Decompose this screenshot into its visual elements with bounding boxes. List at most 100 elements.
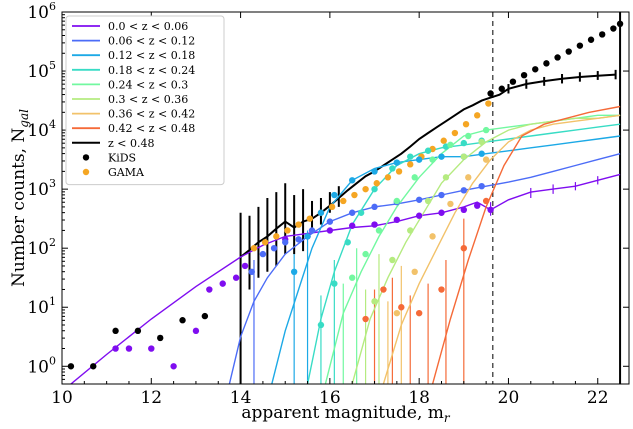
data-point: [440, 137, 447, 144]
data-point: [248, 268, 255, 276]
data-point: [90, 363, 97, 370]
legend-label: 0.24 < z < 0.3: [108, 78, 188, 91]
data-point: [284, 227, 291, 234]
data-point: [610, 25, 617, 32]
data-point: [295, 221, 302, 228]
data-point: [371, 185, 378, 193]
data-point: [393, 216, 401, 224]
y-tick-label: 106: [27, 0, 56, 23]
legend-label: KiDS: [108, 151, 136, 164]
data-point: [599, 31, 606, 38]
x-axis-label: apparent magnitude, mr: [241, 403, 451, 425]
data-point: [179, 317, 186, 324]
legend-label: 0.18 < z < 0.24: [108, 64, 195, 77]
data-point: [465, 132, 472, 140]
data-point: [447, 141, 454, 149]
data-point: [261, 239, 269, 246]
legend-label: GAMA: [108, 166, 145, 179]
data-point: [565, 48, 572, 55]
legend-label: 0.12 < z < 0.18: [108, 49, 195, 62]
x-tick-label: 20: [498, 388, 520, 408]
data-point: [344, 239, 351, 246]
data-point: [295, 236, 302, 243]
data-point: [371, 221, 378, 228]
y-axis-label: Number counts, Ngal: [9, 109, 31, 287]
data-point: [232, 274, 240, 281]
data-point: [485, 100, 492, 107]
data-point: [415, 196, 423, 203]
data-point: [170, 363, 177, 370]
data-point: [241, 262, 249, 270]
data-point: [460, 153, 468, 160]
data-point: [415, 212, 423, 219]
legend-label: 0.0 < z < 0.06: [108, 20, 188, 33]
data-point: [616, 20, 624, 28]
data-point: [157, 334, 164, 342]
y-tick-label: 104: [27, 118, 56, 141]
data-point: [112, 327, 119, 335]
data-point: [371, 168, 378, 175]
legend: 0.0 < z < 0.06 0.06 < z < 0.120.12 < z < …: [65, 15, 225, 186]
data-point: [328, 203, 336, 211]
data-point: [393, 159, 401, 166]
data-point: [543, 60, 550, 67]
data-point: [373, 180, 380, 187]
data-point: [375, 227, 383, 234]
data-point: [331, 280, 338, 287]
data-point: [357, 209, 365, 216]
legend-swatch-dot: [82, 168, 90, 176]
data-point: [438, 286, 445, 293]
data-point: [304, 233, 311, 240]
series-line: [239, 73, 616, 258]
data-point: [415, 156, 423, 163]
data-point: [67, 363, 75, 370]
x-tick-label: 12: [140, 388, 162, 408]
data-point: [348, 177, 356, 184]
data-point: [206, 286, 213, 293]
legend-label: z < 0.48: [108, 137, 155, 150]
legend-swatch-dot: [82, 154, 90, 161]
data-point: [362, 250, 369, 258]
data-point: [393, 197, 401, 205]
legend-label: 0.42 < z < 0.48: [108, 122, 195, 135]
data-point: [460, 187, 468, 194]
data-point: [482, 197, 490, 205]
data-point: [112, 345, 119, 352]
data-point: [317, 209, 325, 216]
series-line: [228, 153, 621, 384]
data-point: [326, 218, 334, 225]
data-point: [478, 150, 485, 157]
data-point: [532, 66, 539, 73]
data-point: [282, 239, 289, 246]
data-point: [438, 153, 445, 160]
data-point: [474, 112, 481, 119]
data-point: [415, 309, 423, 317]
data-point: [442, 174, 450, 181]
y-tick-label: 105: [27, 59, 56, 82]
data-point: [125, 345, 133, 352]
data-point: [219, 280, 226, 287]
data-point: [429, 233, 436, 240]
y-tick-label: 102: [27, 236, 56, 259]
data-point: [371, 298, 378, 305]
data-point: [362, 185, 369, 193]
data-point: [290, 268, 298, 276]
data-point: [326, 227, 334, 234]
data-point: [587, 36, 595, 43]
data-point: [398, 304, 405, 311]
data-point: [348, 274, 356, 281]
data-point: [407, 161, 414, 168]
series-line: [382, 114, 621, 384]
data-point: [462, 120, 470, 128]
data-point: [384, 174, 392, 181]
data-point: [498, 85, 505, 92]
y-tick-label: 100: [27, 354, 56, 377]
data-point: [482, 126, 490, 134]
data-point: [201, 312, 209, 320]
data-point: [389, 165, 396, 172]
data-point: [380, 286, 387, 293]
data-point: [438, 191, 445, 199]
data-point: [306, 215, 313, 222]
legend-label: 0.36 < z < 0.42: [108, 108, 195, 121]
plot-area: [67, 12, 624, 384]
